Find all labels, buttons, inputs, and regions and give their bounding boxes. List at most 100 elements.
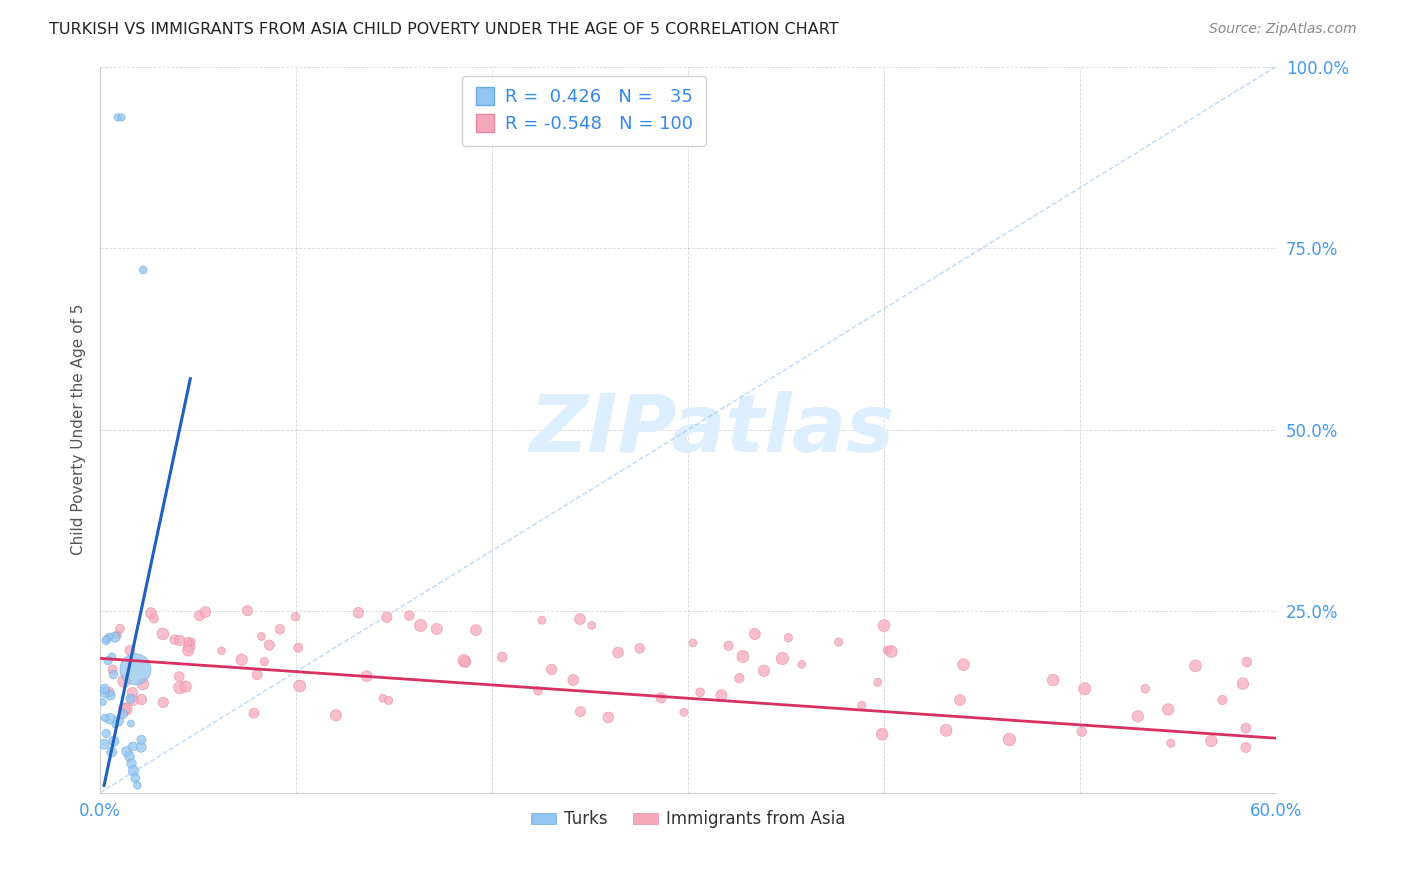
Text: ZIPatlas: ZIPatlas bbox=[529, 391, 894, 468]
Point bbox=[103, 734, 125, 748]
Point bbox=[93, 737, 115, 751]
Point bbox=[527, 684, 550, 698]
Point bbox=[97, 654, 120, 668]
Point bbox=[710, 689, 733, 703]
Point bbox=[259, 638, 281, 652]
Point bbox=[94, 633, 117, 648]
Text: TURKISH VS IMMIGRANTS FROM ASIA CHILD POVERTY UNDER THE AGE OF 5 CORRELATION CHA: TURKISH VS IMMIGRANTS FROM ASIA CHILD PO… bbox=[49, 22, 839, 37]
Point bbox=[169, 681, 191, 695]
Point bbox=[453, 654, 475, 668]
Point bbox=[107, 111, 129, 125]
Point bbox=[607, 646, 630, 660]
Point bbox=[93, 685, 115, 699]
Point bbox=[111, 706, 134, 721]
Point bbox=[98, 688, 121, 702]
Point bbox=[124, 662, 146, 676]
Point bbox=[752, 664, 775, 678]
Point bbox=[269, 622, 291, 636]
Point bbox=[1184, 659, 1206, 673]
Point bbox=[122, 764, 145, 778]
Point bbox=[98, 712, 121, 726]
Point bbox=[98, 685, 121, 699]
Point bbox=[1234, 721, 1257, 735]
Point bbox=[949, 693, 972, 707]
Point bbox=[177, 634, 200, 648]
Point bbox=[152, 627, 174, 641]
Point bbox=[236, 604, 259, 618]
Point bbox=[94, 711, 117, 725]
Point bbox=[101, 745, 124, 759]
Point bbox=[1232, 676, 1254, 690]
Point bbox=[409, 618, 432, 632]
Point bbox=[870, 727, 893, 741]
Point bbox=[96, 632, 118, 647]
Point bbox=[1157, 702, 1180, 716]
Point bbox=[120, 691, 142, 706]
Point bbox=[598, 710, 620, 724]
Point bbox=[744, 627, 766, 641]
Point bbox=[287, 640, 309, 655]
Point bbox=[284, 609, 307, 624]
Point bbox=[1070, 724, 1092, 739]
Point bbox=[1234, 740, 1257, 755]
Point bbox=[465, 623, 488, 637]
Point bbox=[243, 706, 266, 721]
Point bbox=[952, 657, 974, 672]
Point bbox=[1236, 655, 1258, 669]
Point bbox=[356, 669, 378, 683]
Point bbox=[115, 702, 138, 716]
Point bbox=[827, 635, 849, 649]
Point bbox=[246, 667, 269, 681]
Point bbox=[628, 641, 651, 656]
Point bbox=[377, 693, 399, 707]
Point bbox=[866, 675, 889, 690]
Point bbox=[188, 608, 211, 623]
Point bbox=[104, 717, 127, 731]
Point bbox=[876, 643, 898, 657]
Point bbox=[1126, 709, 1149, 723]
Point bbox=[132, 677, 155, 691]
Text: Source: ZipAtlas.com: Source: ZipAtlas.com bbox=[1209, 22, 1357, 37]
Point bbox=[169, 670, 191, 684]
Point bbox=[770, 651, 793, 665]
Point bbox=[131, 692, 153, 706]
Point bbox=[108, 622, 131, 636]
Point bbox=[426, 622, 449, 636]
Point bbox=[211, 644, 233, 658]
Point bbox=[194, 605, 217, 619]
Point bbox=[778, 631, 800, 645]
Point bbox=[118, 643, 141, 657]
Point bbox=[1211, 693, 1233, 707]
Legend: Turks, Immigrants from Asia: Turks, Immigrants from Asia bbox=[524, 804, 852, 835]
Point bbox=[398, 608, 420, 623]
Point bbox=[121, 693, 143, 707]
Point bbox=[103, 667, 125, 681]
Point bbox=[107, 627, 129, 641]
Point bbox=[717, 639, 740, 653]
Point bbox=[129, 740, 152, 755]
Point bbox=[96, 726, 118, 740]
Point bbox=[689, 685, 711, 699]
Point bbox=[325, 708, 347, 723]
Point bbox=[169, 633, 191, 648]
Point bbox=[107, 714, 129, 728]
Point bbox=[569, 705, 592, 719]
Point bbox=[120, 716, 142, 731]
Point bbox=[152, 695, 174, 709]
Point bbox=[142, 612, 165, 626]
Point bbox=[253, 655, 276, 669]
Point bbox=[163, 632, 186, 647]
Point bbox=[131, 732, 153, 747]
Point bbox=[231, 653, 253, 667]
Point bbox=[250, 630, 273, 644]
Point bbox=[581, 618, 603, 632]
Point bbox=[873, 618, 896, 632]
Point bbox=[790, 657, 813, 672]
Point bbox=[177, 643, 200, 657]
Point bbox=[112, 702, 135, 716]
Point bbox=[569, 612, 592, 626]
Point bbox=[112, 674, 135, 689]
Point bbox=[998, 732, 1021, 747]
Point bbox=[540, 662, 562, 676]
Point bbox=[174, 680, 197, 694]
